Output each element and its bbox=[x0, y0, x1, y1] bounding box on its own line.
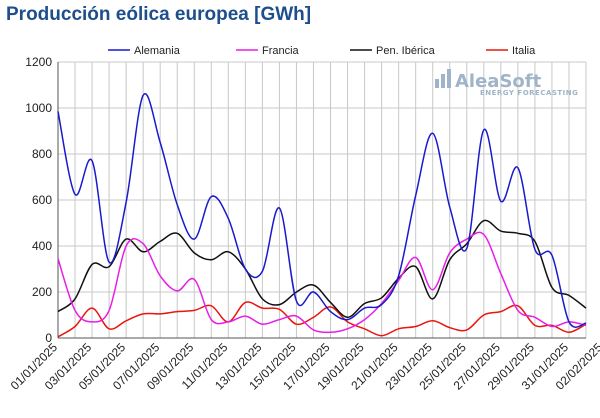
svg-text:ENERGY FORECASTING: ENERGY FORECASTING bbox=[480, 89, 578, 97]
grid-lines bbox=[57, 61, 587, 339]
series-layer bbox=[57, 92, 587, 338]
y-tick-label: 400 bbox=[32, 239, 52, 253]
y-tick-label: 1200 bbox=[25, 55, 52, 69]
axes bbox=[57, 62, 586, 339]
series-line-alemania bbox=[57, 92, 587, 328]
series-line-italia bbox=[57, 301, 587, 338]
series-line-pen-iberica bbox=[57, 219, 587, 319]
legend-label-pen-iberica: Pen. Ibérica bbox=[376, 45, 436, 57]
legend-label-francia: Francia bbox=[262, 45, 300, 57]
y-tick-labels: 0 200 400 600 800 1000 1200 bbox=[25, 55, 52, 345]
legend-label-italia: Italia bbox=[512, 45, 536, 57]
y-tick-label: 0 bbox=[45, 331, 52, 345]
legend: Alemania Francia Pen. Ibérica Italia bbox=[108, 45, 536, 57]
legend-label-alemania: Alemania bbox=[134, 45, 181, 57]
aleasoft-logo-mark bbox=[435, 69, 451, 88]
svg-text:AleaSoft: AleaSoft bbox=[455, 71, 542, 92]
y-tick-label: 800 bbox=[32, 147, 52, 161]
y-tick-label: 600 bbox=[32, 193, 52, 207]
y-tick-label: 1000 bbox=[25, 101, 52, 115]
y-tick-label: 200 bbox=[32, 285, 52, 299]
chart-title: Producción eólica europea [GWh] bbox=[6, 4, 312, 25]
series-line-francia bbox=[57, 231, 587, 334]
aleasoft-logo: AleaSoft ENERGY FORECASTING bbox=[435, 69, 578, 97]
x-tick-labels: 01/01/202503/01/202505/01/202507/01/2025… bbox=[8, 340, 600, 393]
